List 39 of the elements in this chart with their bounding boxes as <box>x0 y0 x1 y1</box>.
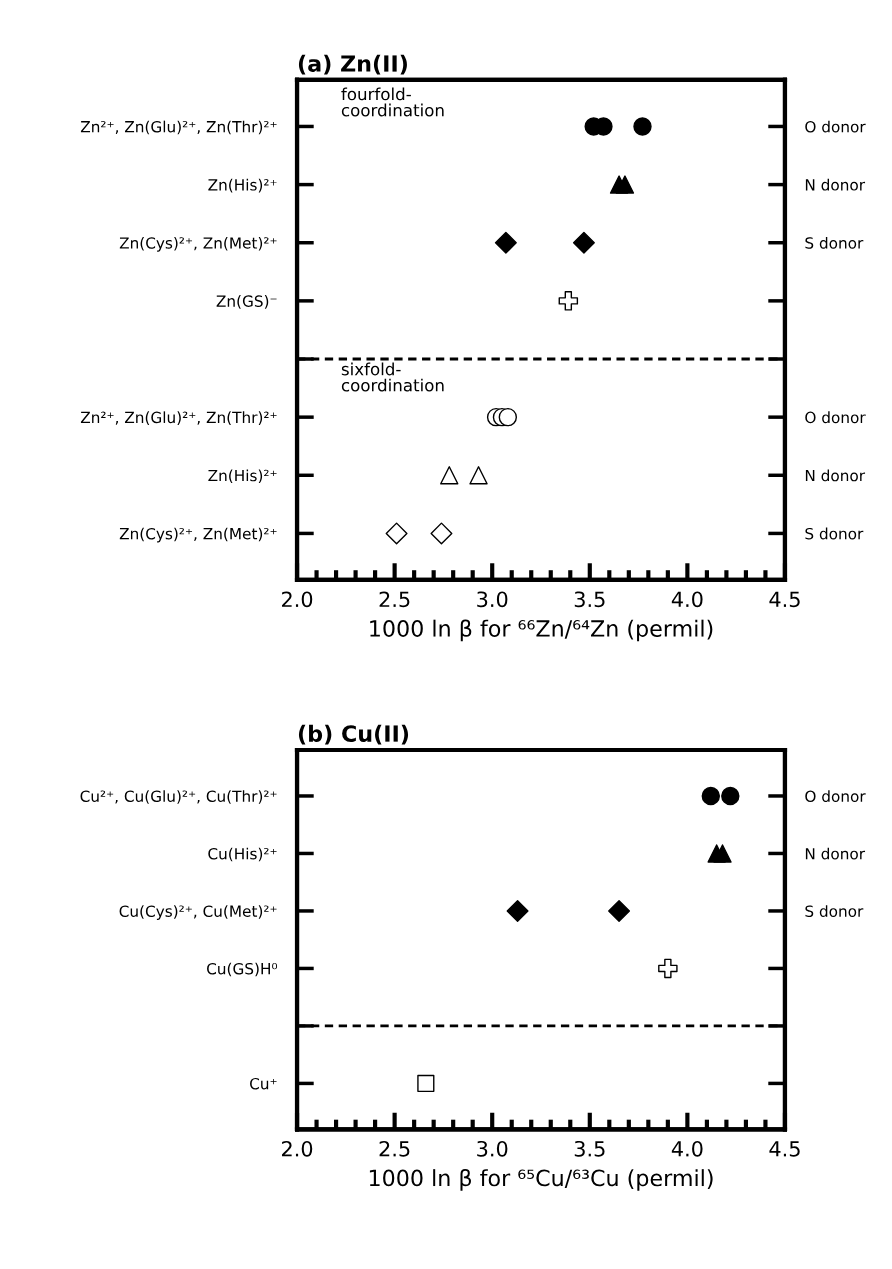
y-tick-label: Cu(Cys)²⁺, Cu(Met)²⁺ <box>119 905 277 920</box>
y-tick-label: Zn(Cys)²⁺, Zn(Met)²⁺ <box>119 527 277 543</box>
x-tick-label: 2.5 <box>379 591 410 608</box>
x-tick-label: 2.0 <box>282 591 313 608</box>
x-axis-title: 1000 ln β for ⁶⁶Zn/⁶⁴Zn (permil) <box>370 619 713 642</box>
x-tick-label: 2.0 <box>282 1140 313 1157</box>
y-tick-label: Zn²⁺, Zn(Glu)²⁺, Zn(Thr)²⁺ <box>80 120 277 135</box>
x-tick-label: 4.0 <box>671 1140 703 1157</box>
x-tick-label: 4.0 <box>671 591 703 608</box>
y-tick-label: Zn²⁺, Zn(Glu)²⁺, Zn(Thr)²⁺ <box>80 411 277 425</box>
y2-tick-label: N donor <box>805 847 866 860</box>
y2-tick-label: S donor <box>805 905 864 917</box>
y-tick-label: Zn(His)²⁺ <box>208 469 277 484</box>
x-tick-label: 3.0 <box>477 1140 508 1157</box>
y-tick-label: Cu(His)²⁺ <box>208 847 277 862</box>
y2-tick-label: O donor <box>805 790 866 802</box>
annotation: sixfold- coordination <box>341 362 444 392</box>
x-tick-label: 4.5 <box>769 591 800 608</box>
x-axis-title: 1000 ln β for ⁶⁵Cu/⁶³Cu (permil) <box>369 1169 713 1191</box>
y2-tick-label: O donor <box>805 120 866 133</box>
y2-tick-label: S donor <box>805 236 864 249</box>
y2-tick-label: N donor <box>805 469 866 482</box>
y-tick-label: Zn(His)²⁺ <box>208 178 277 193</box>
y-tick-label: Zn(Cys)²⁺, Zn(Met)²⁺ <box>119 236 277 252</box>
x-tick-label: 3.5 <box>574 591 605 608</box>
annotation: fourfold- coordination <box>341 87 444 117</box>
chart-title: (b) Cu(II) <box>298 724 409 745</box>
y2-tick-label: S donor <box>805 527 864 540</box>
y2-tick-label: N donor <box>805 178 866 191</box>
x-tick-label: 3.0 <box>477 591 508 608</box>
x-tick-label: 3.5 <box>574 1140 605 1157</box>
y2-tick-label: O donor <box>805 411 866 424</box>
x-tick-label: 4.5 <box>769 1141 800 1157</box>
y-tick-label: Zn(GS)⁻ <box>216 295 277 309</box>
y-tick-label: Cu⁺ <box>250 1077 277 1090</box>
chart-title: (a) Zn(II) <box>298 54 407 75</box>
y-tick-label: Cu(GS)H⁰ <box>207 962 278 977</box>
y-tick-label: Cu²⁺, Cu(Glu)²⁺, Cu(Thr)²⁺ <box>80 790 277 804</box>
x-tick-label: 2.5 <box>379 1140 410 1157</box>
